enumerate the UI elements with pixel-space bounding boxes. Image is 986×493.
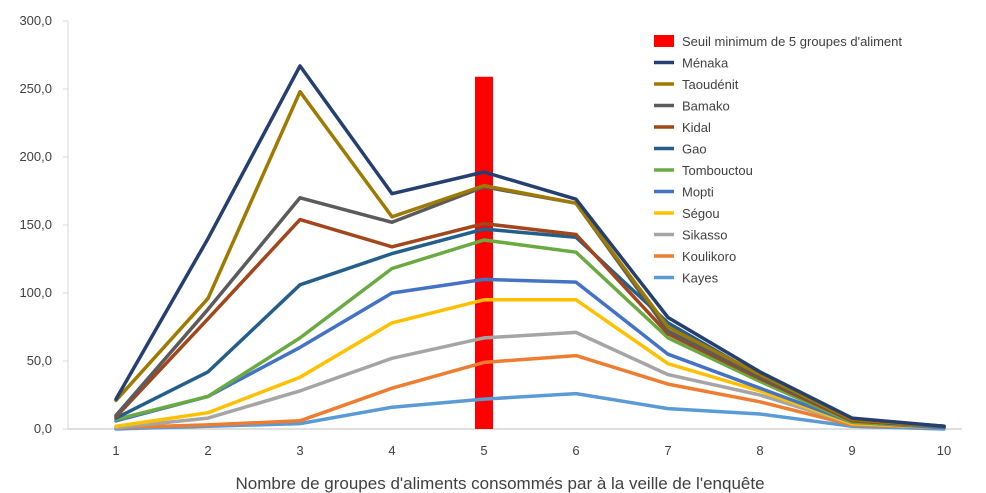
legend-label: Sikasso: [682, 228, 728, 243]
legend: Seuil minimum de 5 groupes d'aliment Ména…: [654, 34, 902, 286]
series-line-koulikoro: [114, 353, 946, 430]
y-tick-label: 250,0: [19, 81, 52, 96]
series-line-sikasso: [114, 330, 946, 430]
legend-label: Koulikoro: [682, 249, 736, 264]
legend-swatch-threshold: [654, 35, 674, 47]
series-line-taoudenit: [114, 89, 946, 429]
chart-axes: [67, 21, 962, 430]
y-tick-label: 200,0: [19, 149, 52, 164]
series-line-tombouctou: [114, 238, 946, 429]
x-tick-label: 9: [848, 443, 855, 458]
legend-label: Ménaka: [682, 56, 729, 71]
legend-label: Kidal: [682, 120, 711, 135]
legend-label-threshold: Seuil minimum de 5 groupes d'aliment: [682, 34, 902, 49]
series-line-menaka: [114, 64, 946, 429]
legend-label: Mopti: [682, 185, 714, 200]
series-line-kayes: [114, 391, 946, 431]
series-line-segou: [114, 298, 946, 430]
legend-label: Kayes: [682, 271, 719, 286]
y-tick-labels: 0,0 50,0 100,0 150,0 200,0 250,0 300,0: [19, 13, 68, 436]
series-lines: [114, 64, 946, 431]
y-tick-label: 100,0: [19, 285, 52, 300]
x-axis-label: Nombre de groupes d'aliments consommés p…: [235, 474, 764, 493]
y-tick-label: 150,0: [19, 217, 52, 232]
y-tick-label: 0,0: [34, 421, 52, 436]
x-tick-label: 1: [112, 443, 119, 458]
x-tick-label: 5: [480, 443, 487, 458]
x-tick-label: 7: [664, 443, 671, 458]
legend-label: Tombouctou: [682, 163, 753, 178]
legend-label: Ségou: [682, 206, 720, 221]
threshold-bar: [475, 76, 493, 429]
x-tick-label: 6: [572, 443, 579, 458]
legend-label: Bamako: [682, 99, 730, 114]
y-tick-label: 50,0: [27, 353, 52, 368]
legend-label: Gao: [682, 142, 707, 157]
y-tick-label: 300,0: [19, 13, 52, 28]
x-tick-label: 2: [204, 443, 211, 458]
series-line-mopti: [114, 277, 946, 430]
x-tick-labels: 1 2 3 4 5 6 7 8 9 10: [112, 443, 951, 458]
x-tick-label: 10: [937, 443, 951, 458]
x-tick-label: 3: [296, 443, 303, 458]
x-tick-label: 8: [756, 443, 763, 458]
legend-label: Taoudénit: [682, 77, 739, 92]
x-tick-label: 4: [388, 443, 395, 458]
